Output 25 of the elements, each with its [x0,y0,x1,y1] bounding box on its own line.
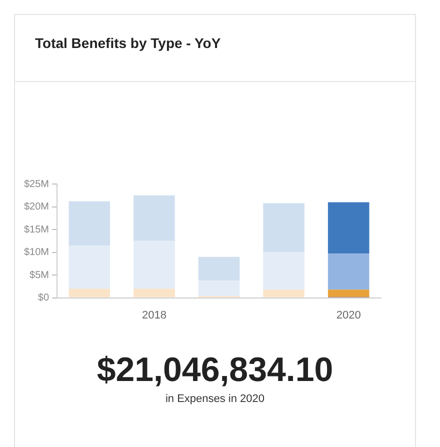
bar [134,288,175,298]
x-tick-label: 2018 [142,309,166,322]
bar [328,202,370,254]
y-tick-label: $5M [30,270,50,281]
bar [68,245,110,289]
bar [198,256,240,281]
bar [263,252,304,290]
bar [263,203,304,252]
bar [263,290,304,298]
y-tick-label: $10M [24,247,50,258]
bar [134,240,175,289]
bar [134,195,175,241]
y-tick-label: $15M [24,224,50,236]
y-tick-label: $20M [24,202,50,213]
bar [328,254,370,290]
chart-title: Total Benefits by Type - YoY [35,35,221,51]
text: $21,046,834.10 [96,351,334,390]
x-tick-label: 2020 [336,309,361,322]
bar [68,201,110,246]
y-tick-label: $25M [24,178,50,190]
bar [198,280,240,296]
text: in Expenses in 2020 [164,393,266,405]
bar [68,288,110,298]
y-tick-label: $0 [38,292,50,304]
bar [328,290,370,297]
